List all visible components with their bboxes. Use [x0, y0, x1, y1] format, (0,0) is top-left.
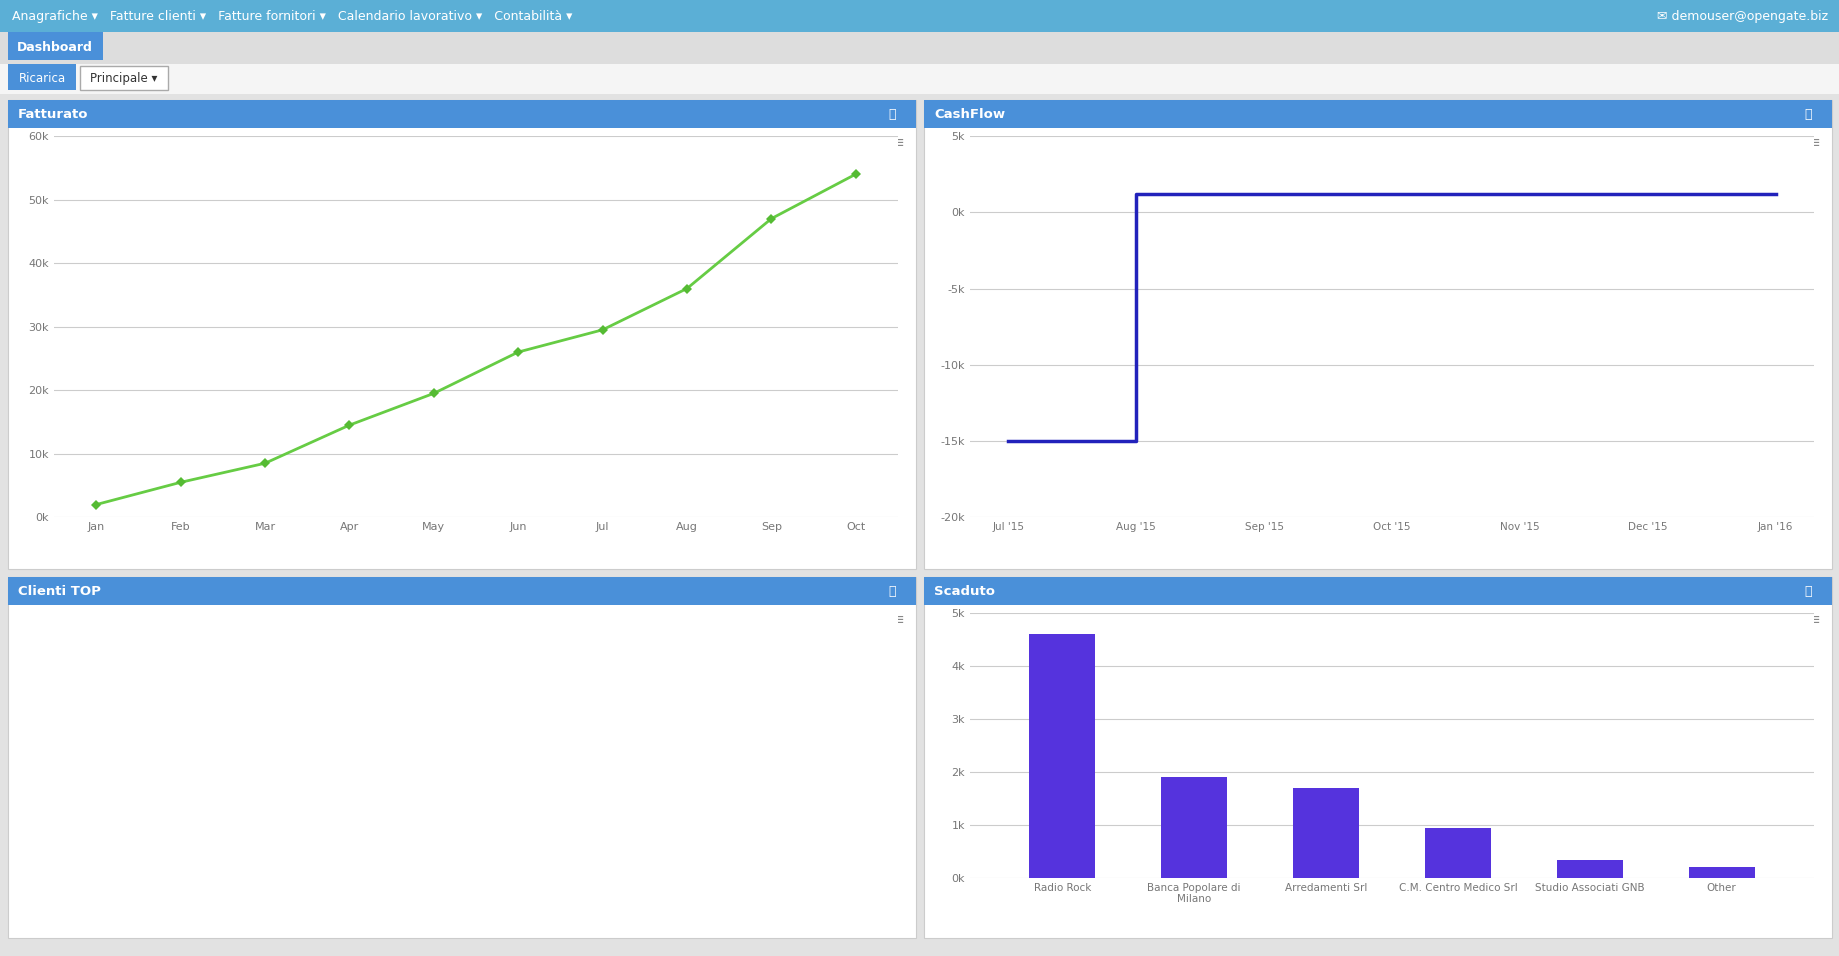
Text: CashFlow: CashFlow	[934, 107, 1004, 120]
Text: ≡: ≡	[1806, 135, 1819, 149]
Bar	[1556, 860, 1622, 878]
Text: ⤢: ⤢	[888, 585, 896, 598]
Text: Scaduto: Scaduto	[934, 585, 995, 598]
Text: ✉ demouser@opengate.biz: ✉ demouser@opengate.biz	[1655, 10, 1826, 23]
Text: ⤢: ⤢	[1802, 585, 1811, 598]
Bar	[923, 100, 1832, 128]
Bar	[0, 0, 1839, 32]
Bar	[1688, 867, 1754, 878]
Bar	[7, 32, 103, 60]
Text: ≡: ≡	[890, 135, 903, 149]
Bar	[923, 577, 1832, 938]
Text: ≡: ≡	[890, 612, 903, 627]
Bar	[7, 577, 916, 938]
Text: Fatturato: Fatturato	[18, 107, 88, 120]
Text: Ricarica: Ricarica	[18, 72, 66, 84]
Bar	[1423, 828, 1490, 878]
Text: ≡: ≡	[1806, 612, 1819, 627]
Bar	[0, 64, 1839, 94]
Bar	[923, 100, 1832, 569]
Bar	[0, 32, 1839, 64]
Bar	[7, 64, 75, 90]
Bar	[7, 577, 916, 605]
Bar	[79, 66, 167, 90]
Text: Dashboard: Dashboard	[17, 40, 94, 54]
Legend: CashFlow: CashFlow	[1344, 653, 1438, 672]
Text: Anagrafiche ▾   Fatture clienti ▾   Fatture fornitori ▾   Calendario lavorativo : Anagrafiche ▾ Fatture clienti ▾ Fatture …	[13, 10, 572, 23]
Bar	[1028, 635, 1094, 878]
Bar	[7, 100, 916, 569]
Bar	[923, 577, 1832, 605]
Text: ⤢: ⤢	[888, 107, 896, 120]
Bar	[1293, 788, 1359, 878]
Text: ⤢: ⤢	[1802, 107, 1811, 120]
Bar	[1160, 777, 1227, 878]
Text: Clienti TOP: Clienti TOP	[18, 585, 101, 598]
Text: Principale ▾: Principale ▾	[90, 72, 158, 84]
Legend: Fatturato anno corrente, Fatturato anno precedente: Fatturato anno corrente, Fatturato anno …	[289, 652, 664, 672]
Bar	[7, 100, 916, 128]
